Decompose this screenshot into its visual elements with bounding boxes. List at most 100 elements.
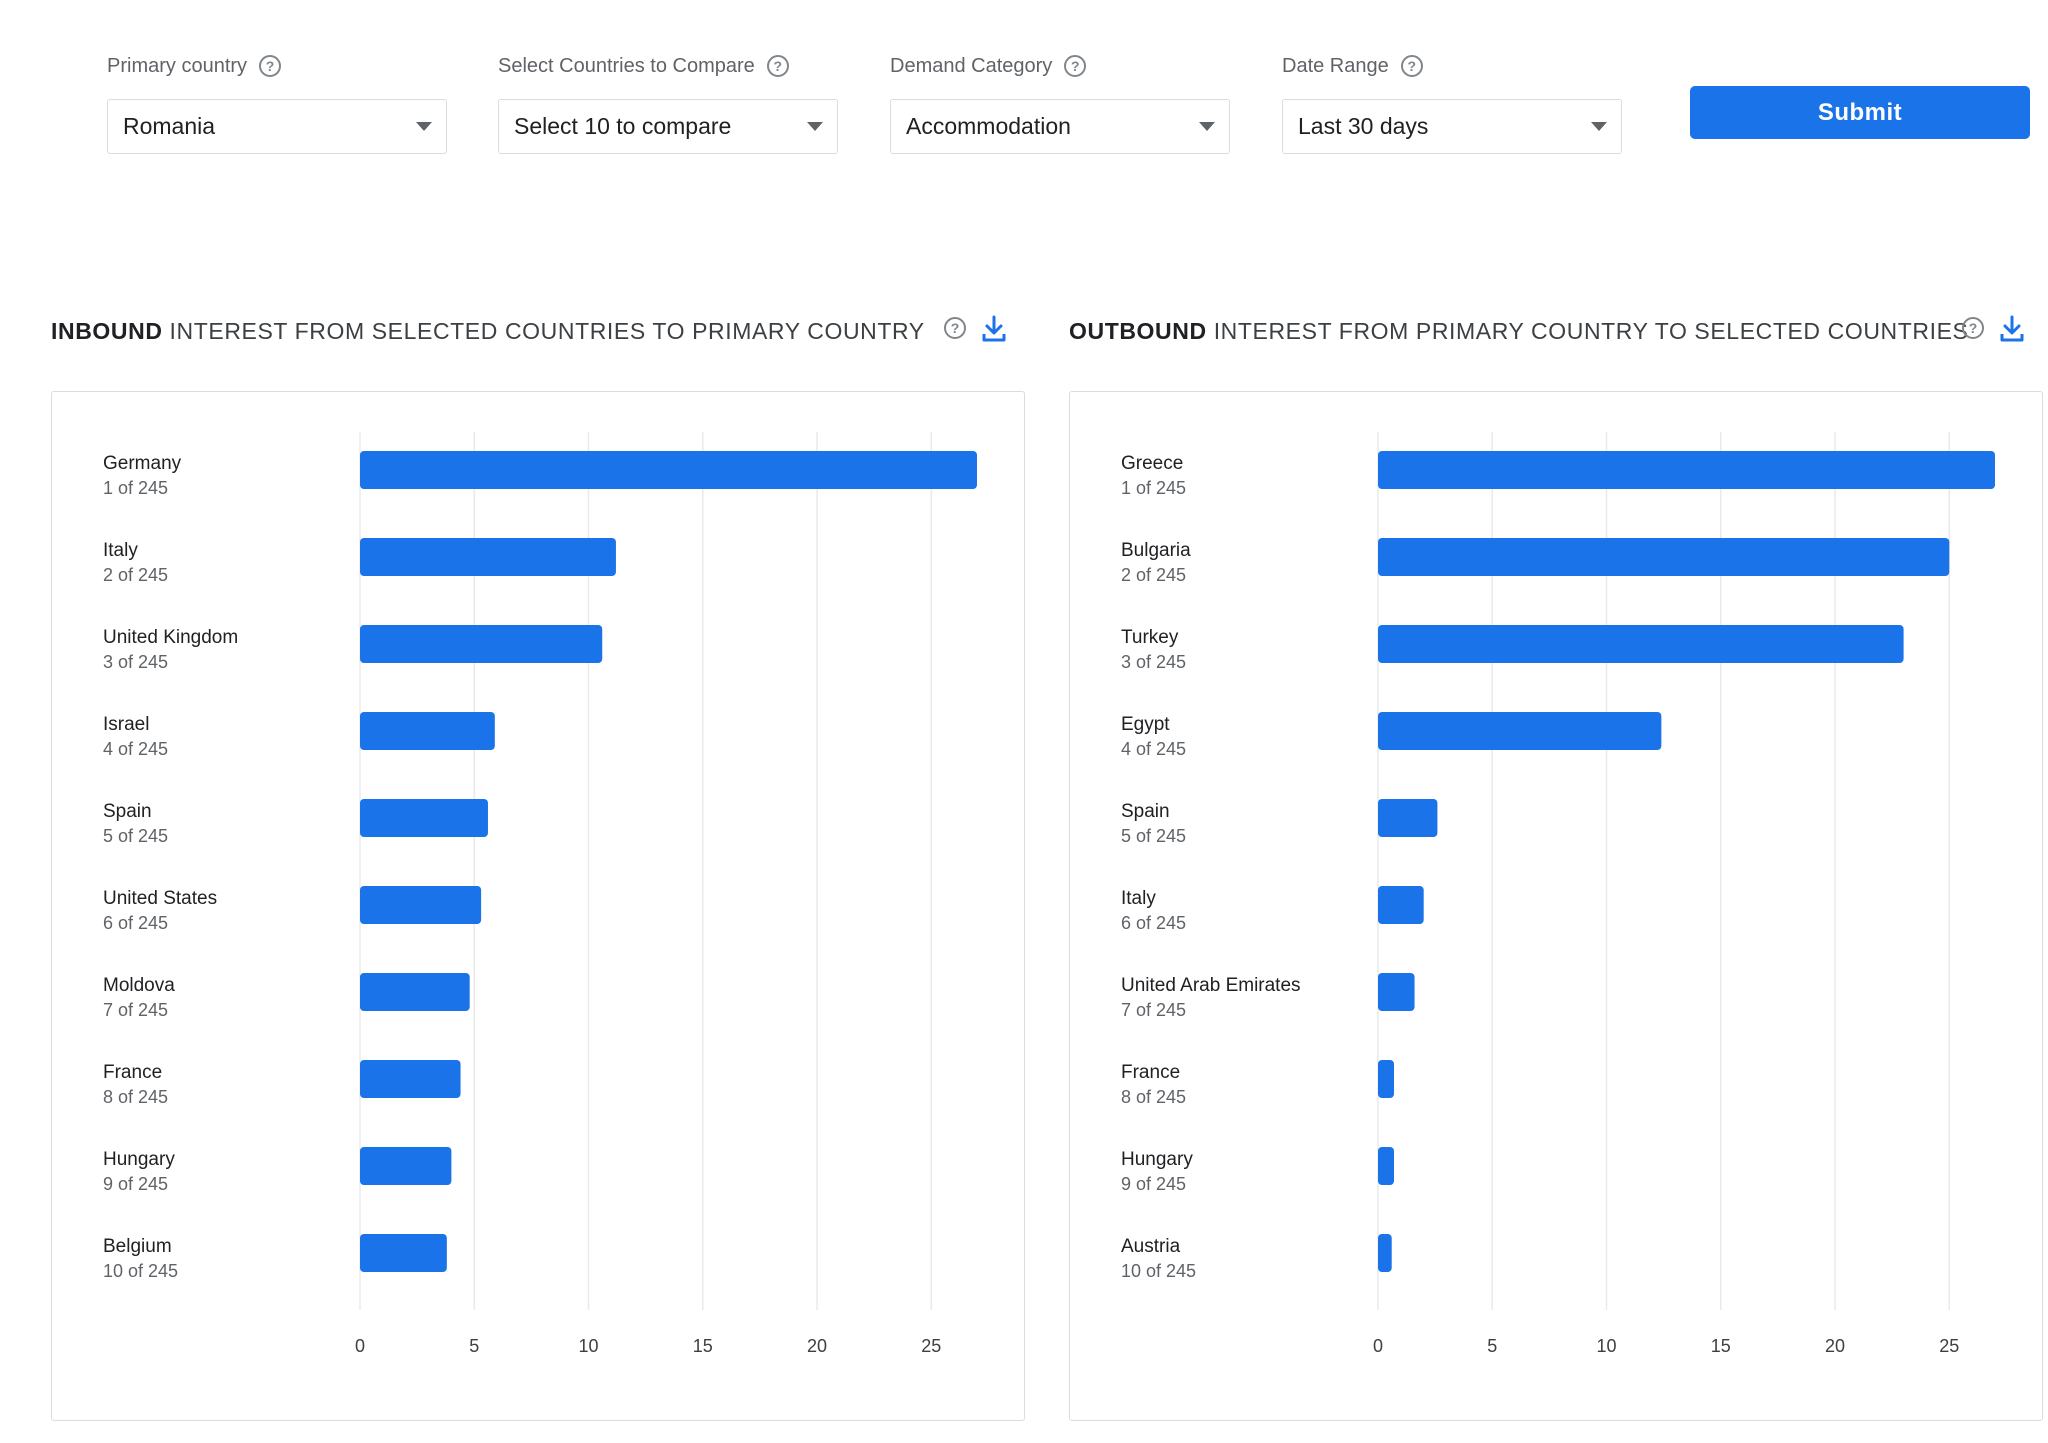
outbound-title-rest: INTEREST FROM PRIMARY COUNTRY TO SELECTE… bbox=[1213, 318, 1969, 344]
demand-category-filter: Demand Category ? Accommodation bbox=[890, 48, 1230, 154]
demand-label-row: Demand Category ? bbox=[890, 48, 1230, 84]
rank-label: 3 of 245 bbox=[1121, 652, 1186, 672]
category-label: Bulgaria bbox=[1121, 540, 1191, 561]
outbound-chart-title: OUTBOUND INTEREST FROM PRIMARY COUNTRY T… bbox=[1069, 318, 1968, 345]
bar[interactable] bbox=[360, 1060, 461, 1098]
help-icon[interactable]: ? bbox=[766, 55, 789, 77]
bar[interactable] bbox=[360, 799, 488, 837]
bar[interactable] bbox=[360, 1234, 447, 1272]
help-icon[interactable]: ? bbox=[1400, 55, 1423, 77]
date-range-label: Date Range bbox=[1282, 54, 1389, 77]
date-range-select[interactable]: Last 30 days bbox=[1282, 99, 1622, 154]
rank-label: 1 of 245 bbox=[103, 478, 168, 498]
compare-countries-filter: Select Countries to Compare ? Select 10 … bbox=[498, 48, 838, 154]
bar[interactable] bbox=[360, 1147, 452, 1185]
bar[interactable] bbox=[1378, 538, 1950, 576]
bar[interactable] bbox=[1378, 451, 1995, 489]
help-icon[interactable]: ? bbox=[1064, 55, 1087, 77]
outbound-chart-panel: 0 5 10 15 20 25 Greece 1 of 245 Bulgaria 2 of 245… bbox=[1069, 391, 2043, 1421]
rank-label: 4 of 245 bbox=[103, 739, 168, 759]
rank-label: 2 of 245 bbox=[1121, 565, 1186, 585]
inbound-chart-panel: 0 5 10 15 20 25 Germany 1 of 245 Italy 2 of 245 Un… bbox=[51, 391, 1025, 1421]
x-tick-label: 5 bbox=[469, 1336, 479, 1356]
rank-label: 5 of 245 bbox=[103, 826, 168, 846]
category-label: Egypt bbox=[1121, 714, 1170, 735]
bar[interactable] bbox=[360, 712, 495, 750]
bar[interactable] bbox=[360, 625, 603, 663]
category-label: France bbox=[1121, 1062, 1180, 1083]
rank-label: 9 of 245 bbox=[103, 1174, 168, 1194]
bar[interactable] bbox=[1378, 1060, 1394, 1098]
demand-label: Demand Category bbox=[890, 54, 1053, 77]
bar[interactable] bbox=[1378, 712, 1662, 750]
help-icon[interactable]: ? bbox=[259, 55, 282, 77]
bar[interactable] bbox=[360, 886, 482, 924]
download-icon[interactable] bbox=[1999, 315, 2025, 343]
chevron-down-icon bbox=[1199, 122, 1215, 131]
rank-label: 8 of 245 bbox=[1121, 1087, 1186, 1107]
x-tick-label: 10 bbox=[579, 1336, 599, 1356]
category-label: Germany bbox=[103, 453, 182, 474]
primary-country-label: Primary country bbox=[107, 54, 248, 77]
date-range-filter: Date Range ? Last 30 days bbox=[1282, 48, 1622, 154]
category-label: Moldova bbox=[103, 975, 175, 996]
compare-label: Select Countries to Compare bbox=[498, 54, 755, 77]
download-icon[interactable] bbox=[981, 315, 1007, 343]
x-tick-label: 10 bbox=[1597, 1336, 1617, 1356]
compare-value: Select 10 to compare bbox=[514, 113, 732, 139]
x-tick-label: 15 bbox=[693, 1336, 713, 1356]
help-icon[interactable]: ? bbox=[1962, 317, 1984, 339]
category-label: United Kingdom bbox=[103, 627, 238, 648]
rank-label: 6 of 245 bbox=[1121, 913, 1186, 933]
inbound-chart-title: INBOUND INTEREST FROM SELECTED COUNTRIES… bbox=[51, 318, 925, 345]
category-label: Belgium bbox=[103, 1236, 172, 1257]
demand-value: Accommodation bbox=[906, 113, 1071, 139]
category-label: Austria bbox=[1121, 1236, 1181, 1257]
bar[interactable] bbox=[1378, 625, 1904, 663]
category-label: Italy bbox=[103, 540, 138, 561]
x-tick-label: 0 bbox=[355, 1336, 365, 1356]
bar[interactable] bbox=[1378, 1234, 1392, 1272]
demand-category-select[interactable]: Accommodation bbox=[890, 99, 1230, 154]
bar[interactable] bbox=[1378, 799, 1438, 837]
bar[interactable] bbox=[1378, 1147, 1394, 1185]
bar[interactable] bbox=[1378, 973, 1415, 1011]
bar[interactable] bbox=[360, 973, 470, 1011]
chevron-down-icon bbox=[416, 122, 432, 131]
category-label: Hungary bbox=[103, 1149, 175, 1170]
primary-country-label-row: Primary country ? bbox=[107, 48, 447, 84]
primary-country-value: Romania bbox=[123, 113, 216, 139]
inbound-bar-chart: 0 5 10 15 20 25 Germany 1 of 245 Italy 2 of 245 Un… bbox=[103, 432, 977, 1356]
date-range-label-row: Date Range ? bbox=[1282, 48, 1622, 84]
x-tick-label: 25 bbox=[921, 1336, 941, 1356]
rank-label: 4 of 245 bbox=[1121, 739, 1186, 759]
primary-country-filter: Primary country ? Romania bbox=[107, 48, 447, 154]
category-label: Israel bbox=[103, 714, 149, 735]
x-tick-label: 25 bbox=[1939, 1336, 1959, 1356]
outbound-bar-chart: 0 5 10 15 20 25 Greece 1 of 245 Bulgaria 2 of 245… bbox=[1121, 432, 1995, 1356]
submit-button[interactable]: Submit bbox=[1690, 86, 2030, 139]
compare-countries-select[interactable]: Select 10 to compare bbox=[498, 99, 838, 154]
bar[interactable] bbox=[1378, 886, 1424, 924]
x-tick-label: 0 bbox=[1373, 1336, 1383, 1356]
x-tick-label: 15 bbox=[1711, 1336, 1731, 1356]
rank-label: 6 of 245 bbox=[103, 913, 168, 933]
x-tick-label: 20 bbox=[1825, 1336, 1845, 1356]
category-label: Spain bbox=[1121, 801, 1170, 822]
inbound-title-bold: INBOUND bbox=[51, 318, 163, 344]
category-label: United States bbox=[103, 888, 217, 909]
category-label: Turkey bbox=[1121, 627, 1179, 648]
primary-country-select[interactable]: Romania bbox=[107, 99, 447, 154]
date-range-value: Last 30 days bbox=[1298, 113, 1429, 139]
rank-label: 1 of 245 bbox=[1121, 478, 1186, 498]
rank-label: 3 of 245 bbox=[103, 652, 168, 672]
help-icon[interactable]: ? bbox=[944, 317, 966, 339]
category-label: Greece bbox=[1121, 453, 1183, 474]
chevron-down-icon bbox=[1591, 122, 1607, 131]
category-label: Italy bbox=[1121, 888, 1156, 909]
rank-label: 2 of 245 bbox=[103, 565, 168, 585]
bar[interactable] bbox=[360, 538, 616, 576]
bar[interactable] bbox=[360, 451, 977, 489]
rank-label: 8 of 245 bbox=[103, 1087, 168, 1107]
rank-label: 10 of 245 bbox=[1121, 1261, 1196, 1281]
